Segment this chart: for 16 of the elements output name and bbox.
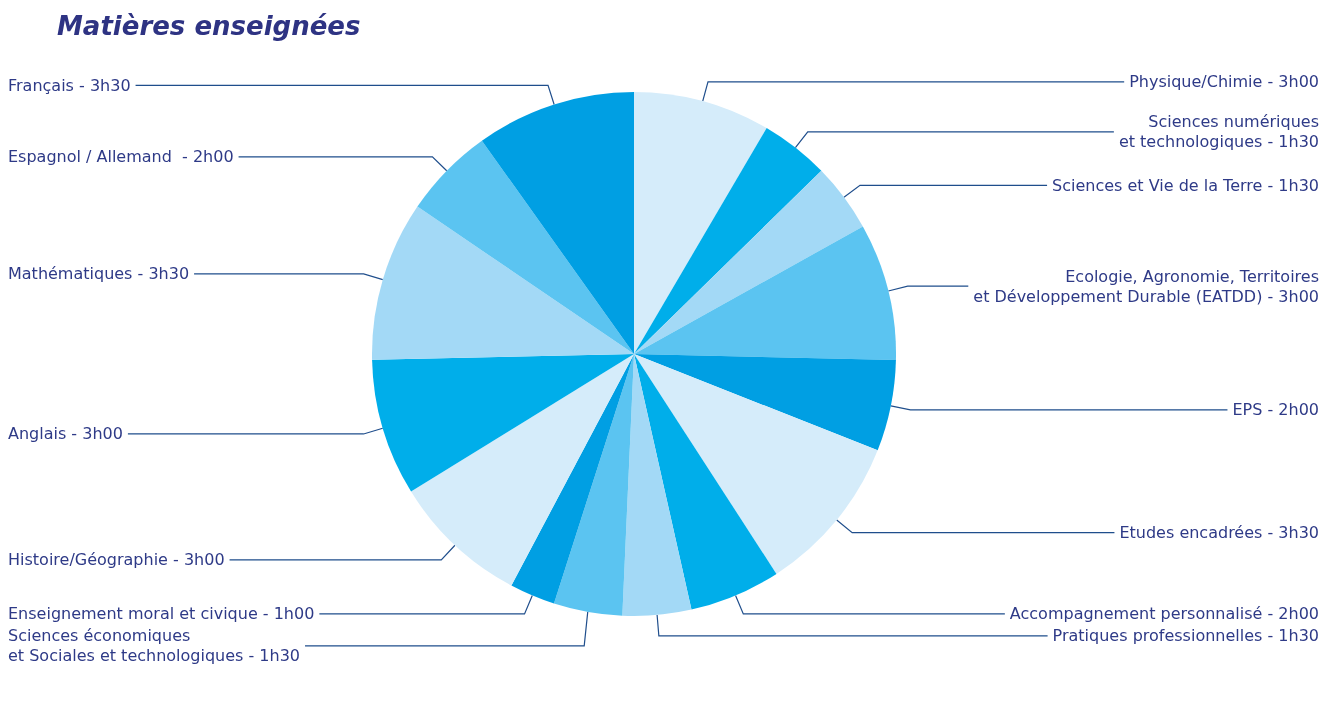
slice-label: Espagnol / Allemand - 2h00 (8, 147, 234, 167)
slice-label: Français - 3h30 (8, 75, 131, 95)
slice-label: Pratiques professionnelles - 1h30 (1052, 626, 1319, 646)
slice-label: Sciences et Vie de la Terre - 1h30 (1052, 175, 1319, 195)
slice-label: Mathématiques - 3h30 (8, 264, 190, 284)
slice-label: Physique/Chimie - 3h00 (1129, 72, 1319, 92)
slice-label: Anglais - 3h00 (8, 424, 123, 444)
slice-label: Histoire/Géographie - 3h00 (8, 550, 225, 570)
slice-label: Sciences économiques et Sociales et technologiques - 1h30 (8, 626, 301, 666)
slice-label: Etudes encadrées - 3h30 (1119, 523, 1319, 543)
slice-label: EPS - 2h00 (1232, 400, 1319, 420)
slice-label: Sciences numériques et technologiques - 1h30 (1118, 112, 1319, 152)
slice-label: Ecologie, Agronomie, Territoires et Développement Durable (EATDD) - 3h00 (973, 266, 1319, 306)
slice-label: Accompagnement personnalisé - 2h00 (1009, 604, 1319, 624)
chart-title: Matières enseignées (57, 11, 361, 41)
slice-label: Enseignement moral et civique - 1h00 (8, 604, 315, 624)
